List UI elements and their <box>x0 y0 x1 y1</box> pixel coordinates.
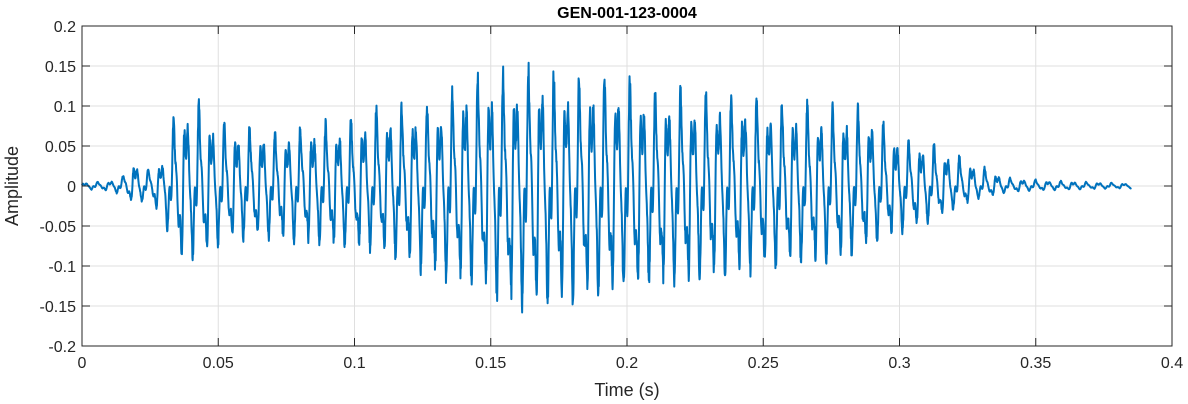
y-tick-label: -0.05 <box>40 219 77 236</box>
y-tick-label: -0.1 <box>48 259 76 276</box>
y-tick-label: 0.1 <box>54 99 76 116</box>
y-tick-label: -0.15 <box>40 299 77 316</box>
waveform-line <box>81 61 1132 314</box>
y-tick-label: -0.2 <box>48 339 76 356</box>
x-tick-label: 0.05 <box>203 355 234 372</box>
y-axis: 0.2 0.15 0.1 0.05 0 -0.05 -0.1 -0.15 -0.2 <box>40 19 1172 356</box>
x-axis: 0 0.05 0.1 0.15 0.2 0.25 0.3 0.35 0.4 <box>78 26 1183 372</box>
y-tick-label: 0 <box>67 179 76 196</box>
x-tick-label: 0.3 <box>888 355 910 372</box>
x-tick-label: 0.4 <box>1161 355 1183 372</box>
y-axis-label: Amplitude <box>2 146 22 226</box>
x-tick-label: 0.15 <box>475 355 506 372</box>
x-tick-label: 0 <box>78 355 87 372</box>
x-tick-label: 0.35 <box>1020 355 1051 372</box>
signal-series <box>81 61 1132 314</box>
x-axis-label: Time (s) <box>594 380 659 400</box>
y-tick-label: 0.15 <box>45 59 76 76</box>
y-tick-label: 0.2 <box>54 19 76 36</box>
x-tick-label: 0.2 <box>616 355 638 372</box>
x-tick-label: 0.1 <box>343 355 365 372</box>
x-tick-label: 0.25 <box>748 355 779 372</box>
y-tick-label: 0.05 <box>45 139 76 156</box>
chart-title: GEN-001-123-0004 <box>557 5 697 22</box>
